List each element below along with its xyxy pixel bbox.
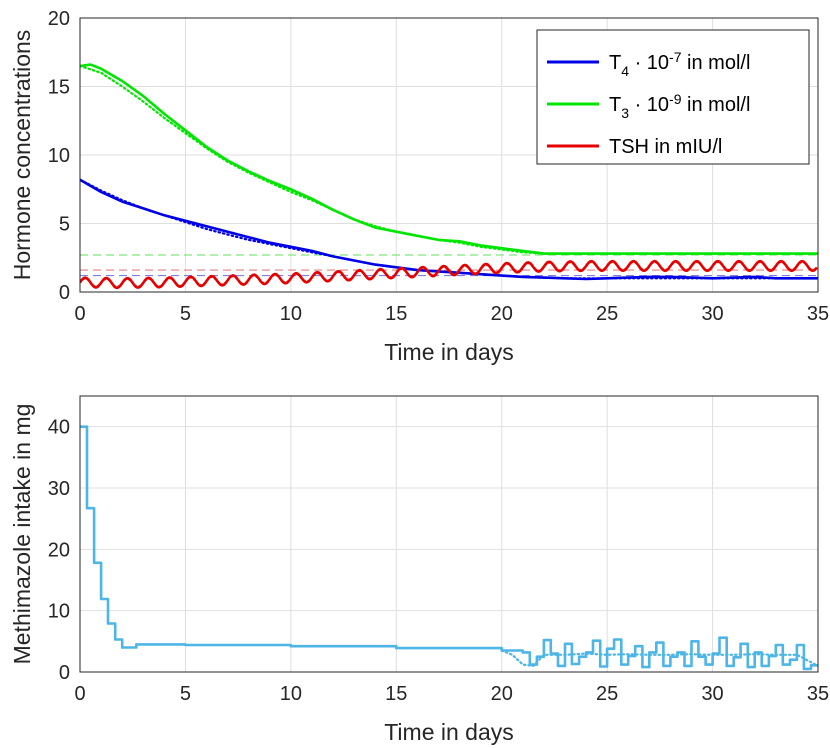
legend-entry: T3 · 10-9 in mol/l: [609, 91, 750, 121]
y-tick-label: 5: [59, 214, 70, 236]
y-tick-label: 10: [48, 145, 70, 167]
x-tick-label: 20: [491, 303, 513, 325]
x-tick-label: 15: [385, 303, 407, 325]
y-axis-label: Methimazole intake in mg: [9, 404, 35, 665]
methimazole-plot: 0 5 10 15 20 25 30 35 0 10 20 30 40 Time in days Methi…: [9, 395, 829, 745]
x-tick-label: 35: [807, 303, 829, 325]
legend-entry-base: T: [609, 94, 621, 116]
legend-entry-sub: 4: [621, 63, 629, 79]
x-tick-label: 0: [74, 683, 85, 705]
y-tick-label: 30: [48, 478, 70, 500]
x-tick-label: 25: [596, 303, 618, 325]
y-tick-label: 0: [59, 282, 70, 304]
legend-entry-base: TSH in mIU/l: [609, 136, 722, 158]
y-axis-label: Hormone concentrations: [9, 30, 35, 281]
x-tick-label: 15: [385, 683, 407, 705]
x-tick-label: 5: [180, 683, 191, 705]
series-group: [80, 63, 818, 290]
legend-entry-tail: in mol/l: [682, 94, 751, 116]
series-line: [80, 64, 818, 255]
axes-frame: [79, 17, 819, 293]
x-tick-label: 35: [807, 683, 829, 705]
legend-entry-base: T: [609, 52, 621, 74]
x-tick-label: 25: [596, 683, 618, 705]
x-tick-label: 30: [701, 683, 723, 705]
x-tick-label: 10: [280, 683, 302, 705]
series-line: [80, 178, 818, 280]
y-tick-label: 0: [59, 662, 70, 684]
x-tick-label: 20: [491, 683, 513, 705]
y-tick-label: 20: [48, 539, 70, 561]
legend-entry: T4 · 10-7 in mol/l: [609, 49, 750, 79]
y-tick-label: 40: [48, 417, 70, 439]
series-line: [80, 178, 818, 281]
legend-entry-sub: 3: [621, 105, 629, 121]
y-tick-label: 15: [48, 77, 70, 99]
legend-entry-sup: -7: [669, 49, 682, 65]
x-axis-label: Time in days: [384, 719, 514, 745]
legend-entry-tail: in mol/l: [682, 52, 751, 74]
x-axis-label: Time in days: [384, 339, 514, 365]
y-tick-label: 10: [48, 601, 70, 623]
x-tick-label: 30: [701, 303, 723, 325]
x-tick-label: 10: [280, 303, 302, 325]
series-group: [80, 425, 818, 671]
axes-frame: [79, 395, 819, 673]
y-tick-label: 20: [48, 8, 70, 30]
hormone-plot: 0 5 10 15 20 25 30 35 0 5 10 15 20 Time in days Hormon…: [9, 8, 829, 365]
series-line: [80, 425, 818, 671]
legend-entry-mid: · 10: [629, 94, 669, 116]
legend-box: [536, 29, 810, 165]
legend-entry: TSH in mIU/l: [609, 136, 722, 158]
x-tick-label: 0: [74, 303, 85, 325]
legend-entry-sup: -9: [669, 91, 682, 107]
series-line: [500, 649, 818, 667]
x-tick-label: 5: [180, 303, 191, 325]
series-line: [80, 260, 818, 289]
legend-entry-mid: · 10: [629, 52, 669, 74]
series-line: [80, 259, 818, 290]
